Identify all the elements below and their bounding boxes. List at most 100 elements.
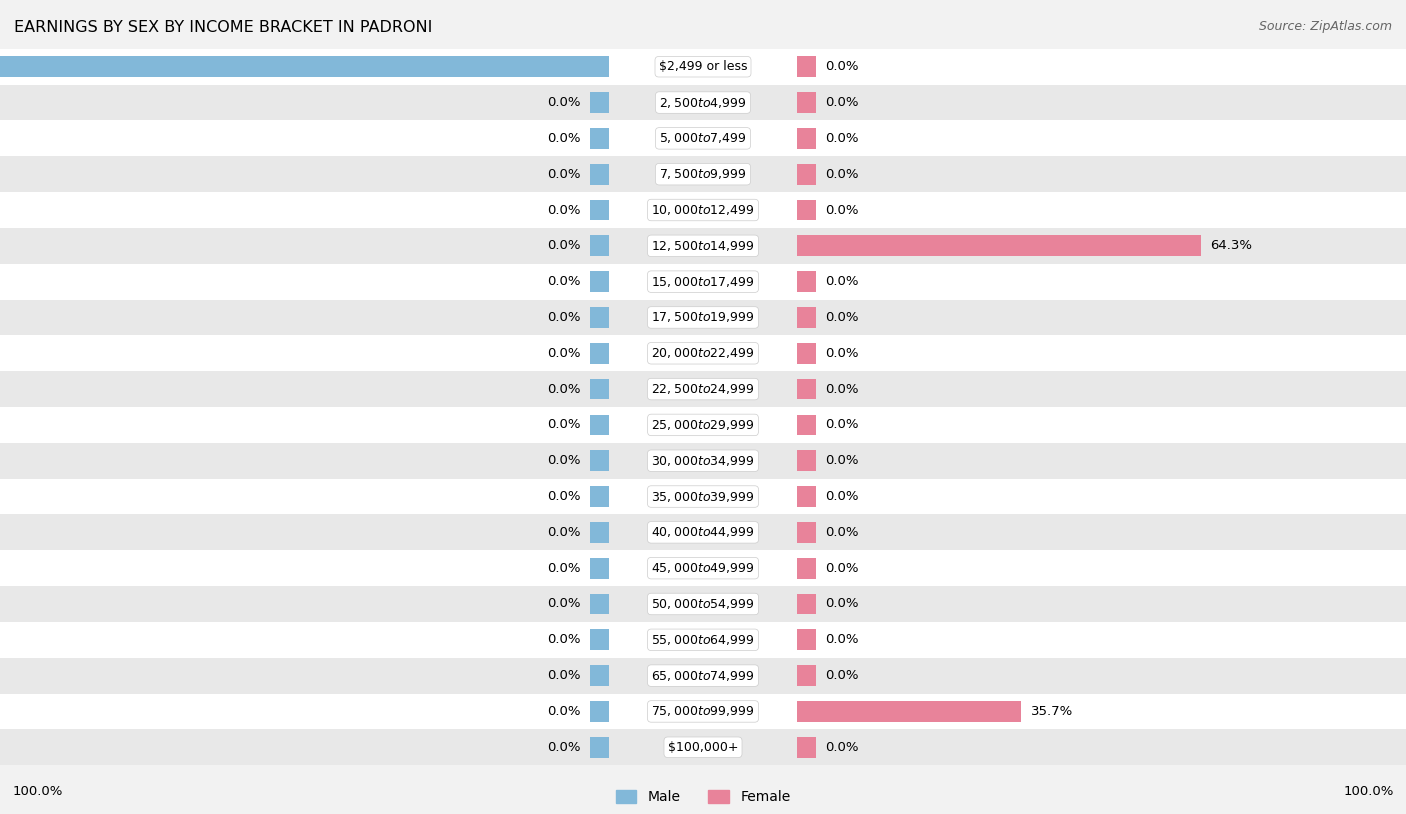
Text: 0.0%: 0.0% — [547, 347, 581, 360]
Bar — [797, 56, 815, 77]
Text: 0.0%: 0.0% — [547, 669, 581, 682]
Text: $100,000+: $100,000+ — [668, 741, 738, 754]
Bar — [797, 558, 815, 579]
Bar — [797, 199, 815, 221]
Bar — [797, 164, 815, 185]
Bar — [591, 343, 609, 364]
Bar — [797, 701, 1021, 722]
Text: $12,500 to $14,999: $12,500 to $14,999 — [651, 239, 755, 253]
Text: $65,000 to $74,999: $65,000 to $74,999 — [651, 668, 755, 683]
Text: 0.0%: 0.0% — [547, 168, 581, 181]
Text: 0.0%: 0.0% — [825, 204, 859, 217]
Text: 0.0%: 0.0% — [547, 239, 581, 252]
Bar — [0, 120, 1406, 156]
Text: 0.0%: 0.0% — [825, 60, 859, 73]
Bar — [797, 235, 1201, 256]
Bar — [0, 264, 1406, 300]
Text: $50,000 to $54,999: $50,000 to $54,999 — [651, 597, 755, 611]
Text: 0.0%: 0.0% — [547, 418, 581, 431]
Bar — [591, 737, 609, 758]
Text: 0.0%: 0.0% — [547, 132, 581, 145]
Bar — [0, 335, 1406, 371]
Bar — [591, 414, 609, 435]
Bar — [591, 379, 609, 400]
Bar — [0, 514, 1406, 550]
Bar — [591, 271, 609, 292]
Text: $7,500 to $9,999: $7,500 to $9,999 — [659, 167, 747, 182]
Bar — [0, 622, 1406, 658]
Text: 0.0%: 0.0% — [825, 526, 859, 539]
Bar — [591, 665, 609, 686]
Bar — [797, 665, 815, 686]
Text: 0.0%: 0.0% — [825, 132, 859, 145]
Text: 0.0%: 0.0% — [547, 383, 581, 396]
Text: 35.7%: 35.7% — [1031, 705, 1073, 718]
Legend: Male, Female: Male, Female — [610, 785, 796, 810]
Text: $25,000 to $29,999: $25,000 to $29,999 — [651, 418, 755, 432]
Bar — [591, 92, 609, 113]
Bar — [797, 486, 815, 507]
Bar — [797, 629, 815, 650]
Text: Source: ZipAtlas.com: Source: ZipAtlas.com — [1258, 20, 1392, 33]
Bar — [797, 414, 815, 435]
Text: 0.0%: 0.0% — [825, 383, 859, 396]
Text: 0.0%: 0.0% — [825, 669, 859, 682]
Text: 0.0%: 0.0% — [547, 96, 581, 109]
Text: 0.0%: 0.0% — [825, 418, 859, 431]
Bar — [797, 522, 815, 543]
Text: $22,500 to $24,999: $22,500 to $24,999 — [651, 382, 755, 396]
Bar — [591, 593, 609, 615]
Bar — [591, 307, 609, 328]
Bar — [0, 694, 1406, 729]
Text: EARNINGS BY SEX BY INCOME BRACKET IN PADRONI: EARNINGS BY SEX BY INCOME BRACKET IN PAD… — [14, 20, 433, 35]
Bar — [591, 701, 609, 722]
Bar — [0, 407, 1406, 443]
Bar — [591, 128, 609, 149]
Bar — [797, 379, 815, 400]
Text: $20,000 to $22,499: $20,000 to $22,499 — [651, 346, 755, 361]
Text: $35,000 to $39,999: $35,000 to $39,999 — [651, 489, 755, 504]
Bar — [0, 479, 1406, 514]
Text: $45,000 to $49,999: $45,000 to $49,999 — [651, 561, 755, 575]
Bar — [797, 737, 815, 758]
Bar — [797, 271, 815, 292]
Text: 0.0%: 0.0% — [825, 562, 859, 575]
Text: 0.0%: 0.0% — [547, 275, 581, 288]
Bar — [0, 228, 1406, 264]
Bar — [797, 593, 815, 615]
Bar — [0, 85, 1406, 120]
Bar — [591, 558, 609, 579]
Text: $5,000 to $7,499: $5,000 to $7,499 — [659, 131, 747, 146]
Bar — [0, 443, 1406, 479]
Text: $75,000 to $99,999: $75,000 to $99,999 — [651, 704, 755, 719]
Text: 0.0%: 0.0% — [825, 633, 859, 646]
Bar — [0, 156, 1406, 192]
Bar — [0, 192, 1406, 228]
Text: 0.0%: 0.0% — [547, 741, 581, 754]
Text: $40,000 to $44,999: $40,000 to $44,999 — [651, 525, 755, 540]
Bar — [797, 343, 815, 364]
Bar — [797, 450, 815, 471]
Bar — [591, 450, 609, 471]
Text: 100.0%: 100.0% — [13, 785, 63, 798]
Bar — [797, 307, 815, 328]
Bar — [0, 300, 1406, 335]
Bar — [0, 56, 609, 77]
Text: 64.3%: 64.3% — [1211, 239, 1253, 252]
Text: 0.0%: 0.0% — [547, 526, 581, 539]
Text: 0.0%: 0.0% — [825, 96, 859, 109]
Text: 0.0%: 0.0% — [825, 741, 859, 754]
Text: $30,000 to $34,999: $30,000 to $34,999 — [651, 453, 755, 468]
Text: 0.0%: 0.0% — [547, 311, 581, 324]
Text: 0.0%: 0.0% — [547, 705, 581, 718]
Text: 0.0%: 0.0% — [547, 562, 581, 575]
Text: 0.0%: 0.0% — [547, 597, 581, 610]
Bar — [0, 658, 1406, 694]
Bar — [0, 586, 1406, 622]
Text: 0.0%: 0.0% — [825, 311, 859, 324]
Text: 0.0%: 0.0% — [825, 490, 859, 503]
Bar — [0, 550, 1406, 586]
Text: $10,000 to $12,499: $10,000 to $12,499 — [651, 203, 755, 217]
Bar — [591, 486, 609, 507]
Bar — [591, 164, 609, 185]
